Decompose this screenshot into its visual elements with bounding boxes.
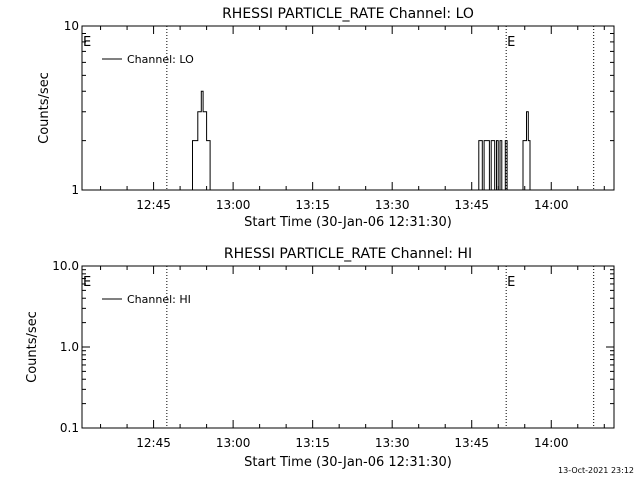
x-tick-label: 13:00 — [216, 436, 251, 450]
y-tick-label: 1.0 — [60, 340, 79, 354]
plot-frame — [81, 25, 615, 191]
chart-title: RHESSI PARTICLE_RATE Channel: HI — [224, 246, 472, 262]
x-tick-label: 13:15 — [295, 198, 330, 212]
x-tick-label: 14:00 — [534, 198, 569, 212]
legend-label: Channel: HI — [127, 293, 191, 306]
series-line-1 — [190, 90, 536, 191]
chart-panel-2: RHESSI PARTICLE_RATE Channel: HI 12:45 13:… — [25, 246, 615, 470]
x-axis-label: Start Time (30-Jan-06 12:31:30) — [244, 455, 452, 470]
footer-timestamp: 13-Oct-2021 23:12 — [558, 466, 634, 475]
x-tick-label: 12:45 — [136, 436, 171, 450]
legend-label: Channel: LO — [127, 53, 194, 66]
y-tick-label: 1 — [71, 183, 79, 197]
x-tick-label: 12:45 — [136, 198, 171, 212]
x-tick-label: 13:15 — [295, 436, 330, 450]
plot-frame — [81, 265, 615, 429]
y-tick-label: 10.0 — [52, 259, 79, 273]
x-tick-label: 13:45 — [454, 436, 489, 450]
x-tick-label: 14:00 — [534, 436, 569, 450]
y-axis-label: Counts/sec — [37, 72, 52, 144]
y-tick-label: 0.1 — [60, 421, 79, 435]
x-tick-label: 13:45 — [454, 198, 489, 212]
chart-panel-1: RHESSI PARTICLE_RATE Channel: LO 12:45 13:… — [37, 6, 615, 230]
eclipse-marker: E — [507, 35, 515, 50]
eclipse-marker-start: E — [83, 275, 91, 290]
x-tick-label: 13:30 — [375, 436, 410, 450]
y-tick-label: 10 — [64, 19, 79, 33]
chart-title: RHESSI PARTICLE_RATE Channel: LO — [222, 6, 474, 22]
x-tick-label: 13:30 — [375, 198, 410, 212]
x-tick-label: 13:00 — [216, 198, 251, 212]
eclipse-marker: E — [507, 275, 515, 290]
x-axis-label: Start Time (30-Jan-06 12:31:30) — [244, 215, 452, 230]
y-axis-label: Counts/sec — [25, 311, 40, 383]
eclipse-marker-start: E — [83, 35, 91, 50]
